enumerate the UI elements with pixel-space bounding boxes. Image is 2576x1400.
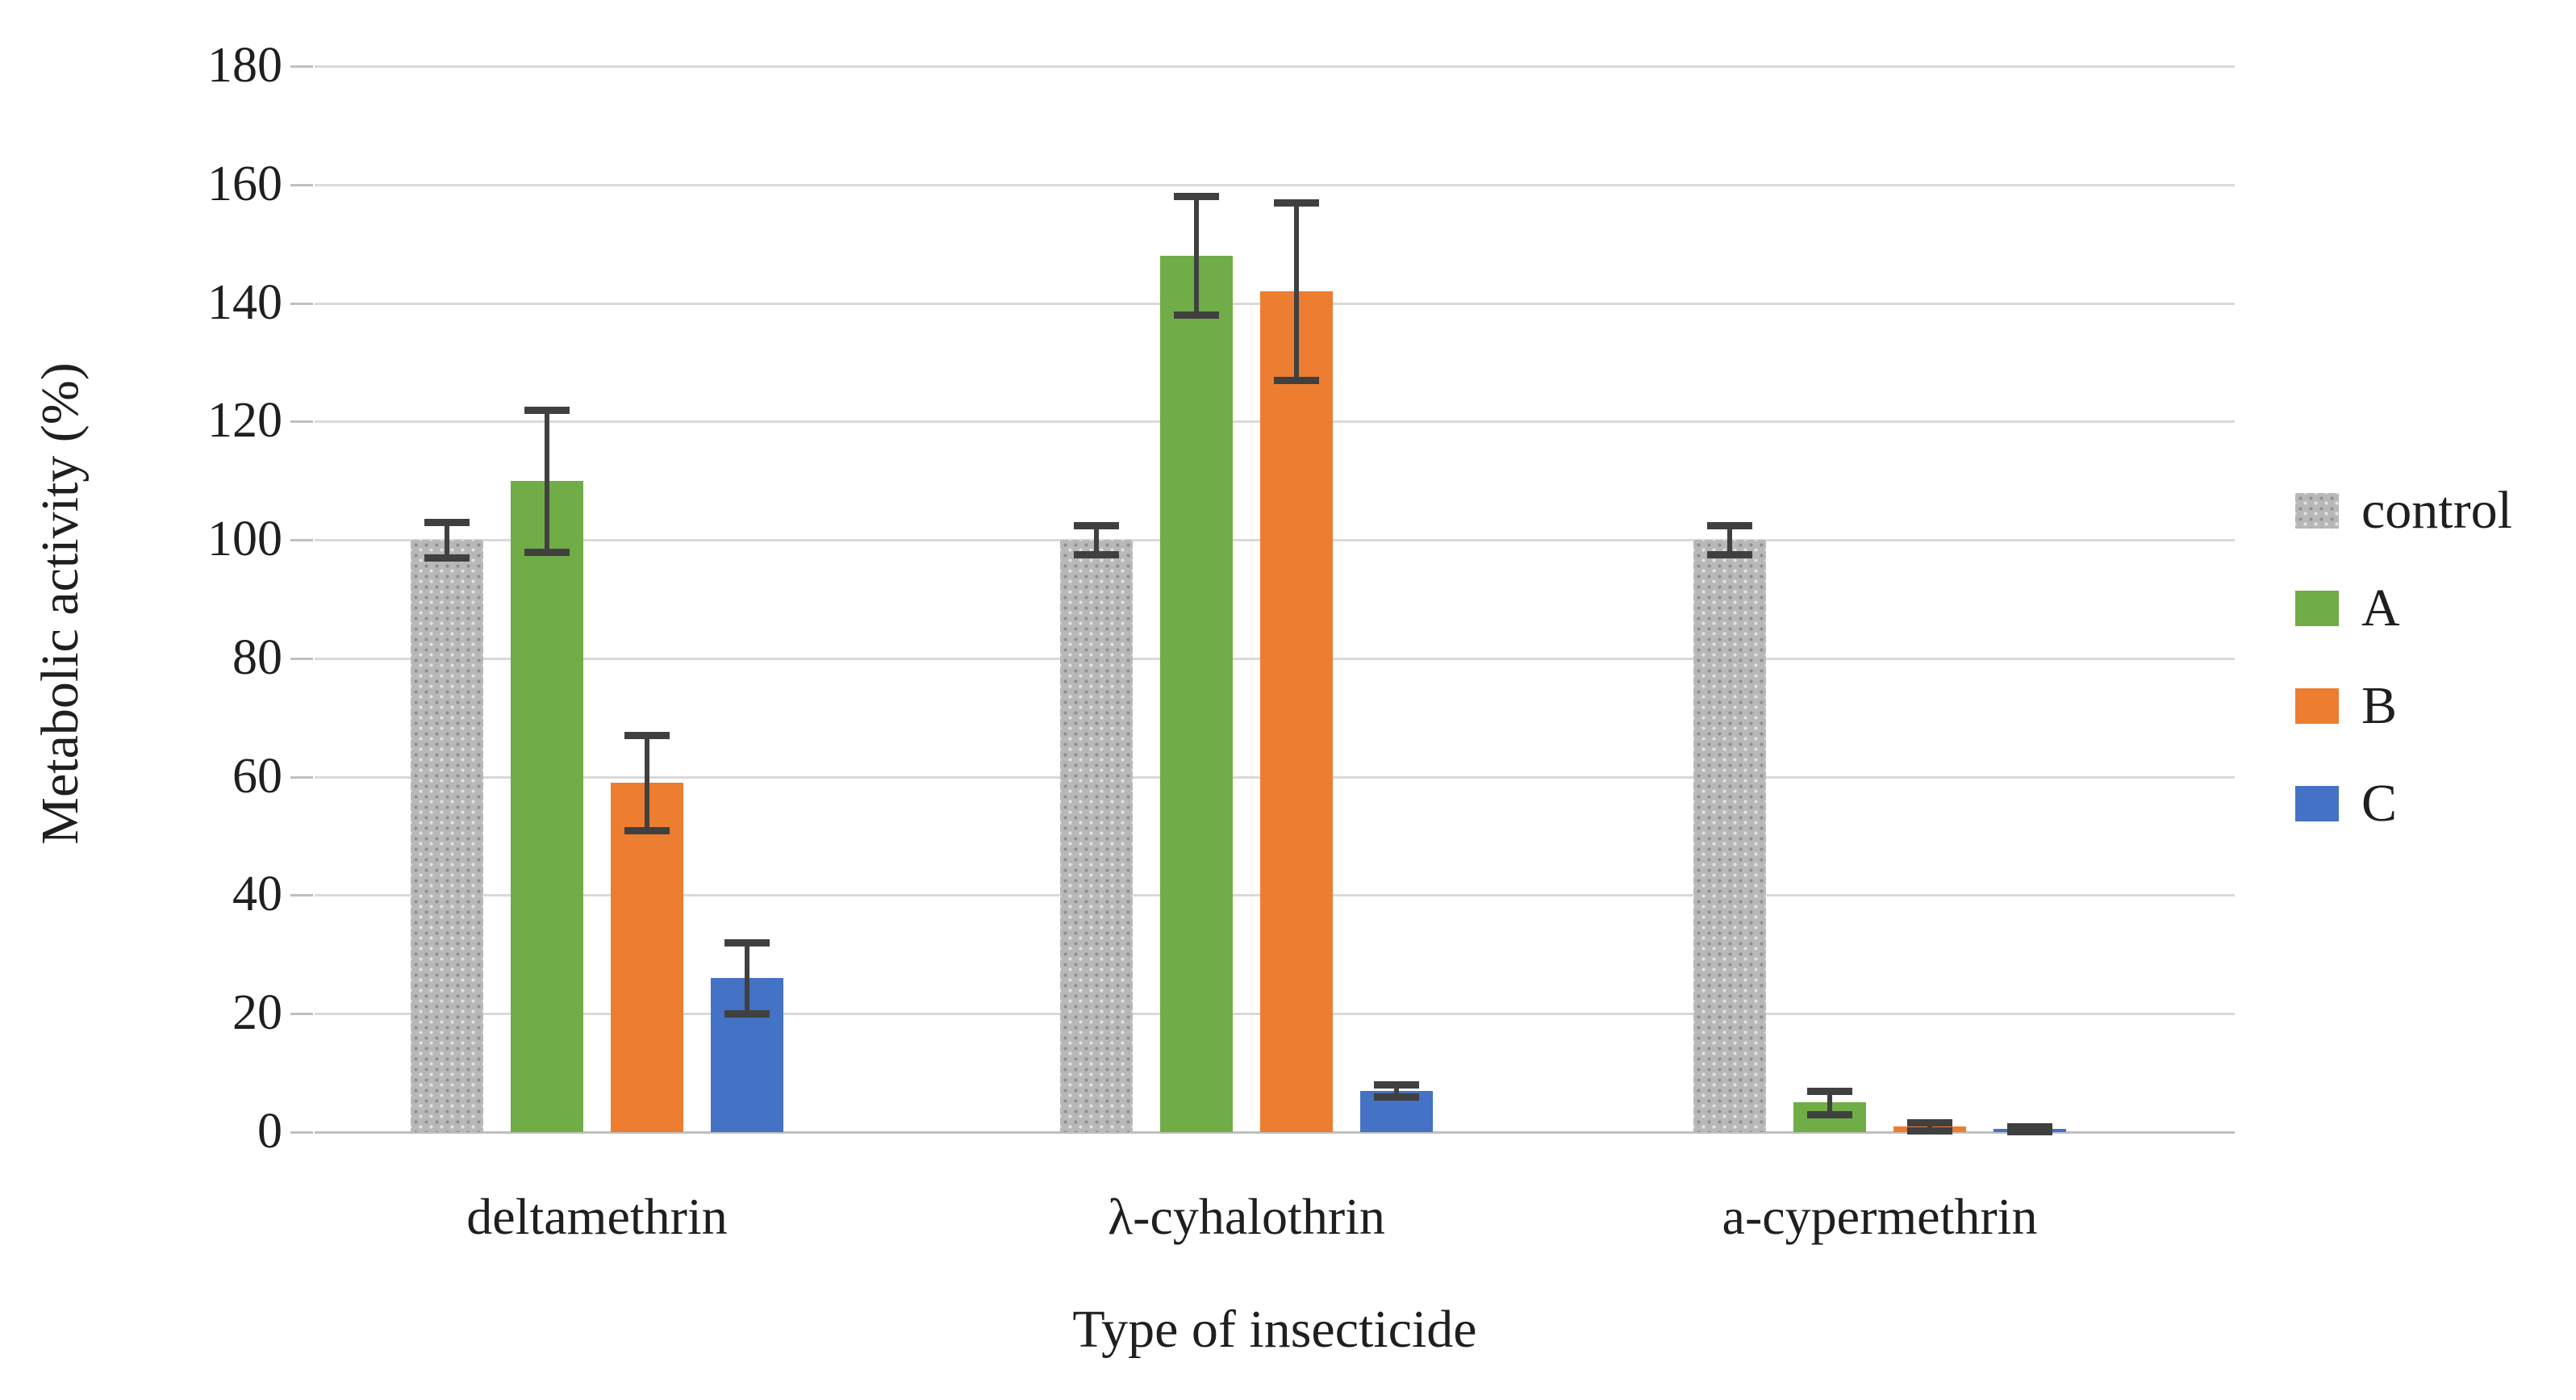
y-tick-label-80: 80 <box>232 629 282 685</box>
errorbar--cyhalothrin-control-cap-top <box>1074 521 1119 529</box>
errorbar-a-cypermethrin-control-cap-bottom <box>1707 551 1752 559</box>
gridline-y-160 <box>315 183 2235 186</box>
y-tick-180 <box>290 65 313 68</box>
y-tick-label-180: 180 <box>207 38 282 93</box>
bar--cyhalothrin-A <box>1160 255 1233 1132</box>
x-category-label-2: a-cypermethrin <box>1722 1188 2038 1245</box>
y-tick-80 <box>290 657 313 660</box>
errorbar-deltamethrin-A-cap-top <box>524 406 570 414</box>
bar-deltamethrin-A <box>511 480 583 1132</box>
legend-swatch-C-icon <box>2295 786 2339 821</box>
y-tick-140 <box>290 302 313 305</box>
errorbar-deltamethrin-C-cap-bottom <box>724 1010 770 1018</box>
legend-swatch-A-icon <box>2295 591 2339 626</box>
errorbar-a-cypermethrin-control-stem <box>1727 524 1732 555</box>
errorbar--cyhalothrin-C-stem <box>1394 1084 1399 1097</box>
errorbar--cyhalothrin-A-cap-bottom <box>1174 311 1219 320</box>
y-tick-40 <box>290 894 313 897</box>
errorbar-deltamethrin-B-stem <box>645 735 649 830</box>
gridline-y-180 <box>315 65 2235 68</box>
errorbar--cyhalothrin-A-cap-top <box>1174 193 1219 201</box>
x-axis-title: Type of insecticide <box>1072 1300 1477 1359</box>
y-tick-label-100: 100 <box>207 512 282 567</box>
errorbar-a-cypermethrin-C-cap-bottom <box>2007 1128 2052 1136</box>
legend-item-B: B <box>2295 679 2397 733</box>
errorbar--cyhalothrin-B-cap-bottom <box>1274 376 1319 384</box>
y-tick-label-120: 120 <box>207 393 282 449</box>
errorbar-deltamethrin-C-stem <box>745 942 749 1014</box>
errorbar--cyhalothrin-control-cap-bottom <box>1074 551 1119 559</box>
errorbar-a-cypermethrin-C-cap-top <box>2007 1123 2052 1131</box>
errorbar-deltamethrin-B-cap-top <box>624 732 670 740</box>
errorbar-deltamethrin-control-cap-bottom <box>424 554 470 562</box>
errorbar--cyhalothrin-A-stem <box>1194 196 1199 316</box>
x-category-label-0: deltamethrin <box>466 1188 728 1245</box>
y-tick-label-140: 140 <box>207 274 282 330</box>
x-category-label-1: λ-cyhalothrin <box>1108 1188 1385 1245</box>
y-tick-0 <box>290 1131 313 1134</box>
x-axis-line <box>315 1131 2235 1134</box>
y-tick-160 <box>290 183 313 186</box>
errorbar-a-cypermethrin-B-cap-bottom <box>1907 1126 1952 1135</box>
errorbar-deltamethrin-control-stem <box>445 522 449 558</box>
errorbar--cyhalothrin-C-cap-bottom <box>1374 1093 1419 1101</box>
legend-item-A: A <box>2295 582 2400 635</box>
bar--cyhalothrin-control <box>1060 540 1133 1132</box>
errorbar-a-cypermethrin-control-cap-top <box>1707 521 1752 529</box>
legend-swatch-B-icon <box>2295 688 2339 724</box>
errorbar-a-cypermethrin-A-cap-top <box>1807 1087 1852 1095</box>
errorbar--cyhalothrin-control-stem <box>1094 524 1099 555</box>
errorbar-deltamethrin-B-cap-bottom <box>624 826 670 834</box>
errorbar-a-cypermethrin-B-cap-top <box>1907 1118 1952 1126</box>
legend-item-C: C <box>2295 777 2397 830</box>
legend-label-control: control <box>2361 481 2512 540</box>
y-tick-label-40: 40 <box>232 867 282 922</box>
bar-deltamethrin-control <box>411 540 483 1132</box>
y-tick-20 <box>290 1013 313 1016</box>
errorbar--cyhalothrin-B-cap-top <box>1274 199 1319 207</box>
y-tick-60 <box>290 775 313 779</box>
errorbar-a-cypermethrin-B-stem <box>1927 1122 1932 1130</box>
errorbar-deltamethrin-A-stem <box>545 409 549 552</box>
errorbar--cyhalothrin-C-cap-top <box>1374 1081 1419 1089</box>
bar-a-cypermethrin-control <box>1693 540 1766 1132</box>
y-tick-label-20: 20 <box>232 985 282 1041</box>
y-tick-label-160: 160 <box>207 156 282 211</box>
bar-deltamethrin-B <box>611 783 683 1132</box>
legend-item-control: control <box>2295 484 2512 537</box>
y-tick-100 <box>290 539 313 542</box>
y-axis-title: Metabolic activity (%) <box>31 362 90 845</box>
legend-swatch-control-icon <box>2295 493 2339 529</box>
errorbar-a-cypermethrin-A-cap-bottom <box>1807 1110 1852 1118</box>
legend-label-C: C <box>2361 774 2398 833</box>
errorbar-a-cypermethrin-A-stem <box>1827 1090 1832 1114</box>
errorbar-deltamethrin-control-cap-top <box>424 519 470 527</box>
legend-label-B: B <box>2361 676 2398 735</box>
errorbar-deltamethrin-A-cap-bottom <box>524 548 570 556</box>
errorbar-deltamethrin-C-cap-top <box>724 939 770 947</box>
bar--cyhalothrin-B <box>1260 290 1333 1132</box>
legend-label-A: A <box>2361 579 2400 637</box>
errorbar--cyhalothrin-B-stem <box>1294 202 1299 380</box>
y-tick-label-0: 0 <box>257 1104 282 1159</box>
y-tick-120 <box>290 420 313 424</box>
y-tick-label-60: 60 <box>232 748 282 804</box>
